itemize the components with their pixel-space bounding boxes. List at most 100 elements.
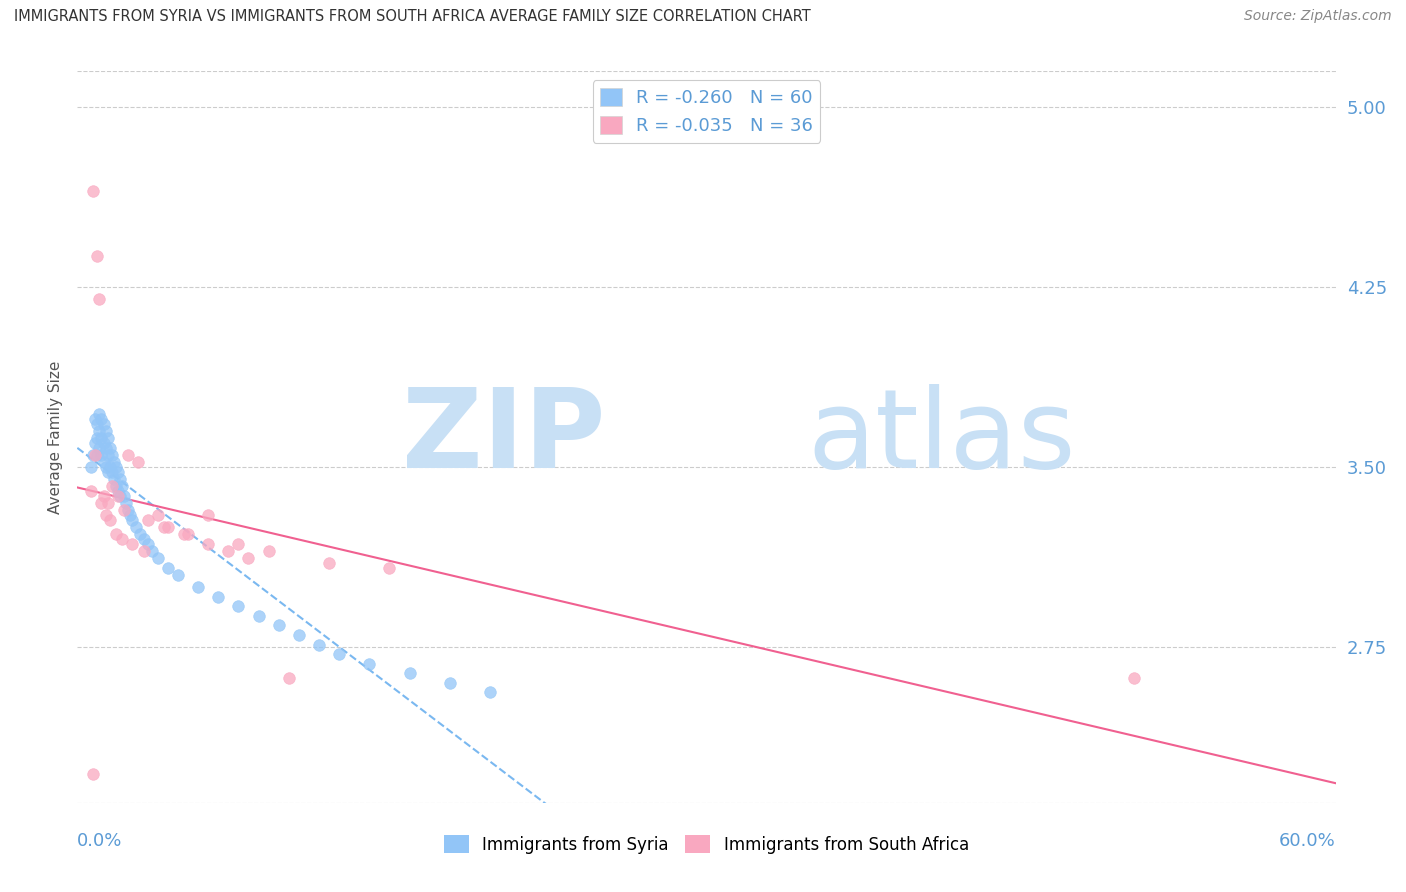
- Text: ZIP: ZIP: [402, 384, 606, 491]
- Point: [146, 551, 169, 566]
- Point: [94, 460, 117, 475]
- Point: [100, 479, 122, 493]
- Point: [128, 527, 150, 541]
- Point: [93, 436, 115, 450]
- Point: [132, 532, 155, 546]
- Point: [82, 448, 104, 462]
- Point: [114, 496, 136, 510]
- Point: [173, 527, 195, 541]
- Point: [96, 431, 118, 445]
- Point: [86, 249, 108, 263]
- Point: [98, 513, 121, 527]
- Text: atlas: atlas: [807, 384, 1076, 491]
- Point: [108, 472, 131, 486]
- Text: Source: ZipAtlas.com: Source: ZipAtlas.com: [1244, 9, 1392, 23]
- Point: [108, 489, 131, 503]
- Point: [479, 685, 502, 699]
- Point: [127, 455, 149, 469]
- Point: [238, 551, 260, 566]
- Point: [103, 455, 125, 469]
- Point: [207, 590, 229, 604]
- Point: [117, 448, 139, 462]
- Point: [82, 184, 104, 198]
- Point: [197, 508, 219, 522]
- Point: [117, 503, 139, 517]
- Legend: R = -0.260   N = 60, R = -0.035   N = 36: R = -0.260 N = 60, R = -0.035 N = 36: [593, 80, 820, 143]
- Point: [267, 618, 290, 632]
- Point: [94, 508, 117, 522]
- Point: [86, 417, 108, 431]
- Point: [228, 599, 250, 614]
- Point: [318, 556, 340, 570]
- Point: [90, 412, 112, 426]
- Point: [107, 489, 129, 503]
- Point: [187, 580, 209, 594]
- Point: [328, 647, 350, 661]
- Point: [217, 544, 239, 558]
- Point: [112, 503, 135, 517]
- Point: [121, 537, 143, 551]
- Point: [111, 532, 134, 546]
- Point: [378, 561, 401, 575]
- Point: [156, 520, 179, 534]
- Point: [90, 496, 112, 510]
- Point: [100, 465, 122, 479]
- Y-axis label: Average Family Size: Average Family Size: [48, 360, 63, 514]
- Point: [288, 628, 311, 642]
- Point: [118, 508, 141, 522]
- Point: [96, 448, 118, 462]
- Point: [136, 513, 159, 527]
- Point: [89, 407, 111, 421]
- Point: [96, 496, 118, 510]
- Point: [125, 520, 148, 534]
- Point: [141, 544, 163, 558]
- Point: [90, 431, 112, 445]
- Point: [90, 448, 112, 462]
- Point: [89, 292, 111, 306]
- Point: [104, 527, 127, 541]
- Point: [82, 767, 104, 781]
- Point: [94, 441, 117, 455]
- Point: [132, 544, 155, 558]
- Point: [398, 666, 420, 681]
- Point: [121, 513, 143, 527]
- Point: [98, 460, 121, 475]
- Point: [104, 460, 127, 475]
- Point: [107, 483, 129, 498]
- Point: [86, 448, 108, 462]
- Point: [84, 412, 107, 426]
- Point: [93, 489, 115, 503]
- Point: [107, 465, 129, 479]
- Point: [84, 448, 107, 462]
- Point: [308, 638, 330, 652]
- Point: [104, 479, 127, 493]
- Text: 60.0%: 60.0%: [1279, 832, 1336, 850]
- Point: [80, 483, 103, 498]
- Point: [156, 561, 179, 575]
- Point: [177, 527, 200, 541]
- Point: [98, 441, 121, 455]
- Point: [247, 608, 270, 623]
- Point: [197, 537, 219, 551]
- Point: [100, 448, 122, 462]
- Point: [257, 544, 280, 558]
- Point: [167, 568, 190, 582]
- Point: [89, 424, 111, 438]
- Point: [80, 460, 103, 475]
- Point: [439, 676, 461, 690]
- Point: [112, 489, 135, 503]
- Point: [89, 441, 111, 455]
- Point: [277, 671, 299, 685]
- Point: [359, 657, 381, 671]
- Point: [93, 455, 115, 469]
- Point: [228, 537, 250, 551]
- Point: [96, 465, 118, 479]
- Point: [86, 431, 108, 445]
- Text: 0.0%: 0.0%: [77, 832, 122, 850]
- Point: [111, 479, 134, 493]
- Point: [146, 508, 169, 522]
- Point: [93, 417, 115, 431]
- Point: [84, 436, 107, 450]
- Text: IMMIGRANTS FROM SYRIA VS IMMIGRANTS FROM SOUTH AFRICA AVERAGE FAMILY SIZE CORREL: IMMIGRANTS FROM SYRIA VS IMMIGRANTS FROM…: [14, 9, 811, 24]
- Point: [153, 520, 176, 534]
